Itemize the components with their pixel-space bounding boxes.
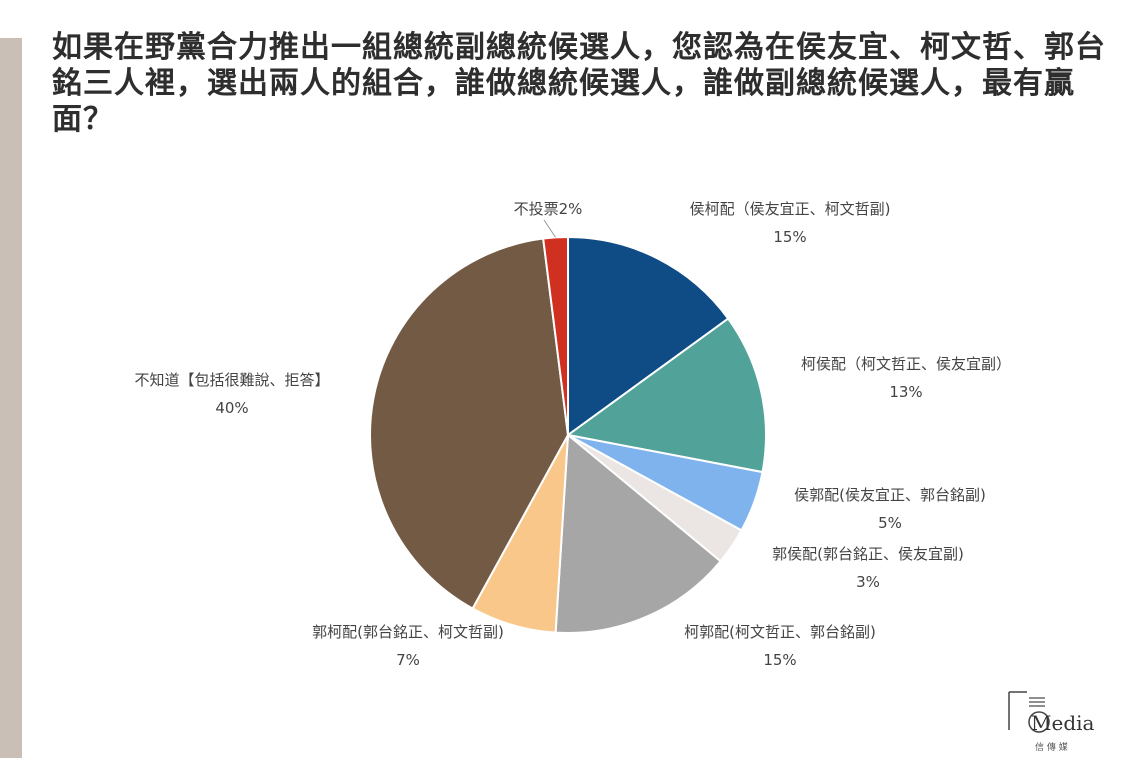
slice-name-label: 郭柯配(郭台銘正、柯文哲副) [312, 623, 504, 641]
chart-title: 如果在野黨合力推出一組總統副總統候選人，您認為在侯友宜、柯文哲、郭台銘三人裡，選… [52, 30, 1106, 137]
slice-value-label: 15% [773, 228, 806, 246]
slice-name-label: 侯郭配(侯友宜正、郭台銘副) [794, 486, 986, 504]
slice-value-label: 3% [856, 573, 880, 591]
pie-labels: 侯柯配（侯友宜正、柯文哲副) 15% 柯侯配（柯文哲正、侯友宜副） 13% 侯郭配(侯友… [134, 200, 1011, 669]
logo-subtitle: 信 傳 媒 [1035, 741, 1068, 753]
slice-value-label: 40% [215, 399, 248, 417]
slice-value-label: 5% [878, 514, 902, 532]
slice-name-label: 郭侯配(郭台銘正、侯友宜副) [772, 545, 964, 563]
logo-wordmark: Media [1031, 711, 1095, 735]
slice-name-label: 柯郭配(柯文哲正、郭台銘副) [684, 623, 876, 641]
slice-name-label: 不知道【包括很難說、拒答】 [134, 371, 329, 389]
pie-slice [565, 317, 767, 474]
slice-value-label: 15% [763, 651, 796, 669]
slice-name-label: 柯侯配（柯文哲正、侯友宜副） [801, 355, 1011, 373]
cm-media-logo: Media 信 傳 媒 [1008, 691, 1095, 753]
slice-value-label: 7% [396, 651, 420, 669]
pie-slice [554, 432, 722, 634]
slice-name-label: 侯柯配（侯友宜正、柯文哲副) [690, 200, 891, 218]
side-accent-bar [0, 38, 22, 758]
pie-slice [369, 237, 570, 610]
pie-slice [567, 235, 730, 437]
slice-label: 不投票2% [514, 200, 583, 218]
pie-slices [369, 235, 767, 634]
slice-value-label: 13% [889, 383, 922, 401]
leader-line [543, 219, 556, 238]
